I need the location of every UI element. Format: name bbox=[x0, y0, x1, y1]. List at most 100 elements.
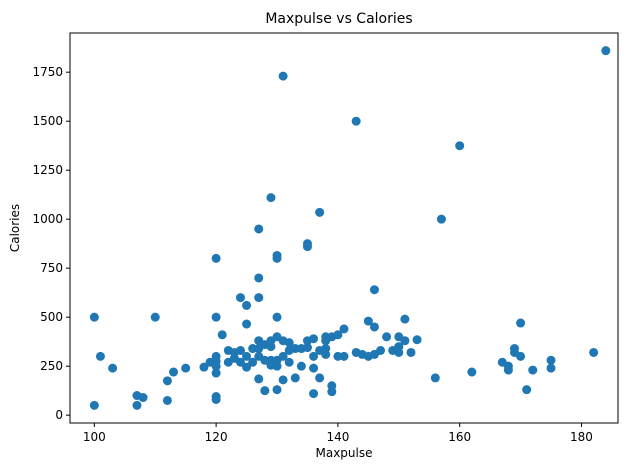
data-point bbox=[272, 361, 282, 371]
x-tick-label: 140 bbox=[326, 430, 349, 444]
data-point bbox=[528, 365, 538, 375]
data-point bbox=[601, 46, 611, 56]
data-point bbox=[242, 351, 252, 361]
data-point bbox=[339, 324, 349, 334]
y-tick-label: 1500 bbox=[32, 114, 63, 128]
data-point bbox=[351, 116, 361, 126]
data-point bbox=[522, 385, 532, 395]
data-point bbox=[309, 363, 319, 373]
data-point bbox=[284, 357, 294, 367]
data-point bbox=[376, 345, 386, 355]
data-point bbox=[309, 389, 319, 399]
data-point bbox=[400, 314, 410, 324]
data-point bbox=[211, 361, 221, 371]
data-point bbox=[516, 318, 526, 328]
x-tick-label: 100 bbox=[83, 430, 106, 444]
data-point bbox=[132, 400, 142, 410]
data-point bbox=[162, 395, 172, 405]
data-point bbox=[400, 336, 410, 346]
data-point bbox=[108, 363, 118, 373]
data-point bbox=[455, 141, 465, 151]
y-tick-label: 0 bbox=[55, 408, 63, 422]
y-tick-label: 1750 bbox=[32, 65, 63, 79]
data-point bbox=[302, 343, 312, 353]
data-point bbox=[254, 374, 264, 384]
x-tick-label: 120 bbox=[205, 430, 228, 444]
x-axis-label: Maxpulse bbox=[316, 446, 373, 460]
data-point bbox=[406, 347, 416, 357]
data-point bbox=[467, 367, 477, 377]
data-point bbox=[211, 368, 221, 378]
data-point bbox=[503, 365, 513, 375]
data-point bbox=[412, 335, 422, 345]
data-point bbox=[369, 285, 379, 295]
data-point bbox=[333, 330, 343, 340]
data-point bbox=[199, 362, 209, 372]
y-axis-ticks: 0 250 500 750 1000 1250 1500 1750 bbox=[32, 65, 70, 422]
y-tick-label: 1000 bbox=[32, 212, 63, 226]
data-point bbox=[181, 363, 191, 373]
data-point bbox=[254, 293, 264, 303]
x-tick-label: 180 bbox=[570, 430, 593, 444]
data-point bbox=[272, 385, 282, 395]
data-point bbox=[235, 293, 245, 303]
data-point bbox=[546, 363, 556, 373]
data-point bbox=[254, 224, 264, 234]
data-point bbox=[321, 349, 331, 359]
data-point bbox=[235, 357, 245, 367]
data-point bbox=[138, 393, 148, 403]
data-point bbox=[242, 300, 252, 310]
data-point bbox=[242, 362, 252, 372]
data-point bbox=[436, 214, 446, 224]
data-point bbox=[284, 338, 294, 348]
data-point bbox=[248, 357, 258, 367]
x-axis-ticks: 100 120 140 160 180 bbox=[83, 423, 593, 444]
data-point bbox=[266, 193, 276, 203]
data-point bbox=[278, 351, 288, 361]
data-point bbox=[217, 330, 227, 340]
data-point bbox=[278, 71, 288, 81]
data-point bbox=[272, 312, 282, 322]
data-point bbox=[516, 351, 526, 361]
data-point bbox=[254, 273, 264, 283]
plot-frame bbox=[69, 32, 619, 424]
data-point bbox=[546, 355, 556, 365]
data-point bbox=[296, 361, 306, 371]
data-point bbox=[369, 322, 379, 332]
data-point bbox=[89, 312, 99, 322]
data-point bbox=[278, 375, 288, 385]
x-tick-label: 160 bbox=[448, 430, 471, 444]
data-point bbox=[260, 386, 270, 396]
data-point bbox=[363, 316, 373, 326]
y-tick-label: 500 bbox=[40, 310, 63, 324]
data-point bbox=[309, 351, 319, 361]
data-point bbox=[211, 394, 221, 404]
y-tick-label: 1250 bbox=[32, 163, 63, 177]
data-point bbox=[315, 373, 325, 383]
data-point bbox=[169, 367, 179, 377]
data-point bbox=[382, 332, 392, 342]
data-point bbox=[430, 373, 440, 383]
data-point bbox=[302, 242, 312, 252]
data-point bbox=[589, 347, 599, 357]
data-point bbox=[150, 312, 160, 322]
data-point bbox=[242, 319, 252, 329]
chart-title: Maxpulse vs Calories bbox=[265, 11, 412, 27]
data-point bbox=[95, 351, 105, 361]
data-points bbox=[89, 46, 611, 410]
data-point bbox=[315, 207, 325, 217]
y-tick-label: 250 bbox=[40, 359, 63, 373]
data-point bbox=[211, 253, 221, 263]
data-point bbox=[266, 342, 276, 352]
data-point bbox=[89, 400, 99, 410]
y-tick-label: 750 bbox=[40, 261, 63, 275]
data-point bbox=[394, 347, 404, 357]
data-point bbox=[327, 387, 337, 397]
y-axis-label: Calories bbox=[8, 204, 22, 252]
data-point bbox=[290, 373, 300, 383]
data-point bbox=[309, 334, 319, 344]
data-point bbox=[339, 351, 349, 361]
data-point bbox=[162, 376, 172, 386]
